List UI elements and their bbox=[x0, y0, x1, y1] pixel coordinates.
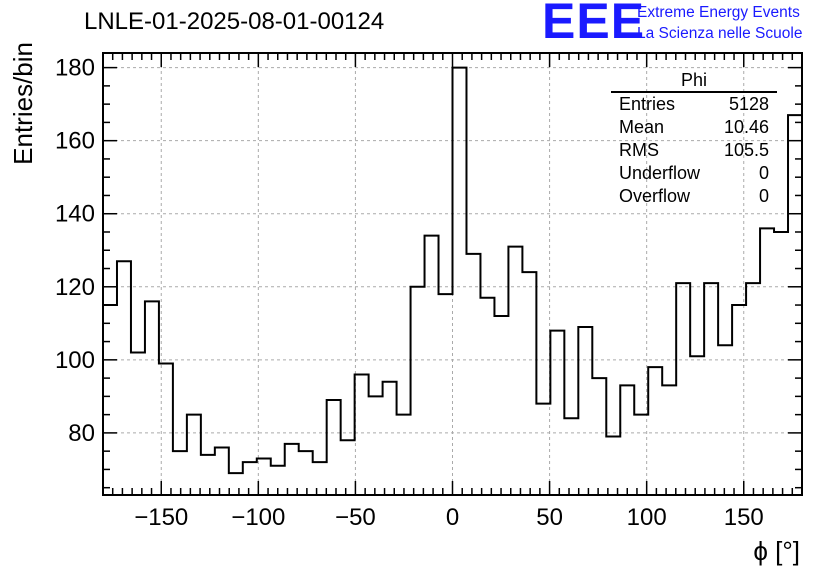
axis-ticks bbox=[103, 53, 802, 495]
chart-title: LNLE-01-2025-08-01-00124 bbox=[84, 8, 385, 35]
histogram-bin bbox=[145, 301, 159, 303]
y-tick-label: 180 bbox=[55, 55, 95, 82]
histogram-bin bbox=[550, 331, 564, 333]
stats-row-mean: Mean 10.46 bbox=[611, 116, 777, 139]
stats-row-rms: RMS 105.5 bbox=[611, 139, 777, 162]
histogram-bin bbox=[494, 316, 508, 318]
stats-row-underflow: Underflow 0 bbox=[611, 162, 777, 185]
histogram-bin bbox=[676, 283, 690, 285]
histogram-bin bbox=[369, 396, 383, 398]
histogram-bin bbox=[327, 400, 341, 402]
histogram-bin bbox=[453, 68, 467, 70]
histogram-bars bbox=[103, 66, 802, 475]
histogram-bin bbox=[201, 455, 215, 457]
histogram-bin bbox=[173, 451, 187, 453]
x-tick-label: 100 bbox=[627, 504, 667, 531]
histogram-bin bbox=[215, 448, 229, 450]
histogram-bin bbox=[564, 418, 578, 420]
histogram-bin bbox=[508, 247, 522, 249]
stats-label: Entries bbox=[619, 94, 676, 114]
stats-value: 5128 bbox=[728, 94, 769, 114]
histogram-bin bbox=[746, 283, 760, 285]
x-tick-label: 0 bbox=[446, 504, 459, 531]
stats-value: 10.46 bbox=[723, 117, 769, 137]
x-tick-labels: −150 −100 −50 0 50 100 150 bbox=[134, 504, 764, 531]
histogram-bin bbox=[480, 298, 494, 300]
stats-value: 0 bbox=[758, 186, 769, 206]
histogram-bin bbox=[648, 367, 662, 369]
stats-box: Phi Entries 5128 Mean 10.46 RMS 105.5 Un… bbox=[611, 70, 777, 208]
histogram-bin bbox=[411, 287, 425, 289]
histogram-bin bbox=[634, 415, 648, 417]
stats-label: RMS bbox=[619, 140, 659, 160]
y-tick-label: 100 bbox=[55, 347, 95, 374]
x-axis-label: ϕ [°] bbox=[753, 536, 800, 566]
histogram-bin bbox=[536, 404, 550, 406]
histogram-bin bbox=[718, 345, 732, 347]
histogram-bin bbox=[257, 458, 271, 460]
x-tick-label: −50 bbox=[335, 504, 376, 531]
x-tick-label: −150 bbox=[134, 504, 188, 531]
histogram-bin bbox=[243, 462, 257, 464]
y-tick-labels: 80 100 120 140 160 180 bbox=[55, 55, 95, 447]
histogram-bin bbox=[774, 232, 788, 234]
histogram-bin bbox=[466, 254, 480, 256]
histogram-bin bbox=[159, 363, 173, 365]
stats-row-overflow: Overflow 0 bbox=[611, 185, 777, 208]
histogram-bin bbox=[271, 466, 285, 468]
logo-line-1: Extreme Energy Events bbox=[637, 4, 800, 21]
histogram-bin bbox=[117, 261, 131, 263]
histogram-bin bbox=[620, 385, 634, 387]
histogram-bin bbox=[299, 451, 313, 453]
histogram-bin bbox=[732, 305, 746, 307]
histogram-bin bbox=[313, 462, 327, 464]
histogram-bin bbox=[690, 356, 704, 358]
eee-logo: EEE bbox=[542, 0, 646, 49]
histogram-bin bbox=[397, 415, 411, 417]
histogram-bin bbox=[788, 115, 802, 117]
histogram-bin bbox=[592, 378, 606, 380]
histogram-bin bbox=[229, 473, 243, 475]
histogram-bin bbox=[760, 228, 774, 230]
logo-line-2: La Scienza nelle Scuole bbox=[637, 25, 803, 42]
histogram-bin bbox=[425, 236, 439, 238]
y-axis-label: Entries/bin bbox=[8, 42, 38, 165]
histogram-bin bbox=[383, 382, 397, 384]
histogram-bin bbox=[131, 353, 145, 355]
y-tick-label: 80 bbox=[68, 420, 95, 447]
histogram-bin bbox=[704, 283, 718, 285]
stats-label: Underflow bbox=[619, 163, 701, 183]
histogram-bin bbox=[522, 272, 536, 274]
y-tick-label: 120 bbox=[55, 274, 95, 301]
x-tick-label: −100 bbox=[231, 504, 285, 531]
x-tick-label: 50 bbox=[536, 504, 563, 531]
stats-label: Mean bbox=[619, 117, 665, 137]
histogram-bin bbox=[355, 374, 369, 376]
histogram-bin bbox=[341, 440, 355, 442]
x-tick-label: 150 bbox=[724, 504, 764, 531]
histogram-bin bbox=[187, 415, 201, 417]
stats-value: 105.5 bbox=[723, 140, 769, 160]
histogram-bin bbox=[606, 437, 620, 439]
histogram-outline bbox=[103, 66, 802, 475]
histogram-bin bbox=[578, 327, 592, 329]
stats-row-entries: Entries 5128 bbox=[611, 93, 777, 116]
stats-value: 0 bbox=[758, 163, 769, 183]
histogram-bin bbox=[439, 294, 453, 296]
y-tick-label: 160 bbox=[55, 128, 95, 155]
histogram-bin bbox=[285, 444, 299, 446]
histogram-bin bbox=[662, 385, 676, 387]
y-tick-label: 140 bbox=[55, 201, 95, 228]
stats-title: Phi bbox=[611, 70, 777, 93]
stats-label: Overflow bbox=[619, 186, 691, 206]
